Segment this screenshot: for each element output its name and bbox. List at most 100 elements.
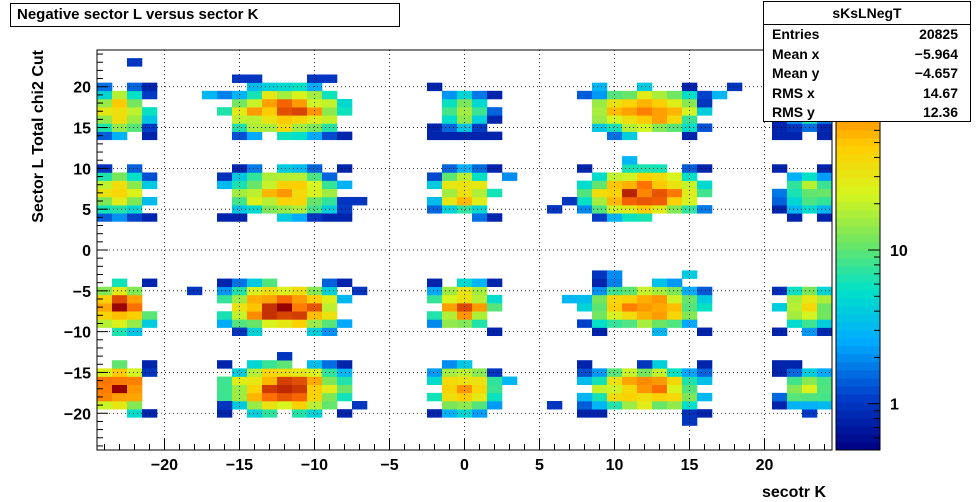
- stats-row-rms-x: RMS x 14.67: [764, 84, 970, 104]
- heatmap-cell: [577, 188, 593, 198]
- heatmap-cell: [667, 90, 683, 100]
- heatmap-cell: [247, 409, 263, 418]
- heatmap-cell: [592, 319, 608, 328]
- heatmap-cell: [697, 376, 713, 385]
- heatmap-cell: [592, 303, 608, 312]
- heatmap-cell: [577, 164, 593, 173]
- x-tick-label: 10: [606, 457, 624, 474]
- heatmap-cell: [112, 327, 128, 337]
- heatmap-cell: [322, 74, 338, 83]
- heatmap-cell: [427, 392, 443, 402]
- heatmap-cell: [427, 172, 443, 181]
- heatmap-cell: [697, 303, 713, 312]
- heatmap-cell: [247, 401, 263, 410]
- heatmap-cell: [352, 196, 368, 206]
- heatmap-cell: [337, 180, 353, 190]
- heatmap-cell: [307, 107, 323, 116]
- heatmap-cell: [622, 401, 638, 410]
- heatmap-cell: [682, 376, 698, 385]
- heatmap-cell: [217, 376, 233, 385]
- heatmap-cell: [277, 384, 293, 394]
- heatmap-cell: [637, 98, 653, 108]
- heatmap-cell: [127, 213, 143, 222]
- heatmap-cell: [652, 172, 668, 181]
- heatmap-cell: [112, 278, 128, 288]
- heatmap-cell: [127, 98, 143, 108]
- y-tick-label: 10: [73, 161, 91, 178]
- heatmap-cell: [322, 392, 338, 402]
- heatmap-cell: [97, 311, 113, 320]
- heatmap-cell: [262, 360, 278, 369]
- heatmap-cell: [652, 384, 668, 394]
- heatmap-cell: [442, 188, 458, 198]
- heatmap-cell: [487, 90, 503, 100]
- heatmap-cell: [607, 107, 623, 116]
- heatmap-cell: [817, 164, 833, 173]
- heatmap-cell: [292, 131, 308, 141]
- heatmap-cells: [97, 58, 833, 426]
- heatmap-cell: [652, 311, 668, 320]
- heatmap-cell: [637, 180, 653, 190]
- heatmap-cell: [97, 107, 113, 116]
- heatmap-cell: [247, 205, 263, 214]
- colorbar-segment: [836, 354, 880, 363]
- heatmap-cell: [262, 180, 278, 190]
- heatmap-cell: [472, 90, 488, 100]
- heatmap-cell: [652, 205, 668, 214]
- heatmap-cell: [247, 286, 263, 296]
- heatmap-cell: [112, 360, 128, 369]
- heatmap-cell: [652, 98, 668, 108]
- heatmap-cell: [97, 115, 113, 124]
- heatmap-cell: [292, 205, 308, 214]
- heatmap-cell: [307, 360, 323, 369]
- heatmap-cell: [337, 384, 353, 394]
- heatmap-cell: [622, 294, 638, 304]
- colorbar-label: 10: [890, 243, 908, 260]
- heatmap-cell: [247, 107, 263, 116]
- heatmap-cell: [457, 180, 473, 190]
- heatmap-cell: [277, 352, 293, 361]
- heatmap-cell: [697, 180, 713, 190]
- heatmap-cell: [127, 294, 143, 304]
- statistics-box: sKsLNegT Entries 20825 Mean x −5.964 Mea…: [763, 1, 971, 122]
- chart-title: Negative sector L versus sector K: [10, 3, 400, 27]
- heatmap-cell: [457, 205, 473, 214]
- heatmap-cell: [217, 401, 233, 410]
- heatmap-cell: [307, 401, 323, 410]
- heatmap-cell: [442, 172, 458, 181]
- heatmap-cell: [577, 180, 593, 190]
- heatmap-cell: [802, 401, 818, 410]
- heatmap-cell: [277, 376, 293, 385]
- heatmap-cell: [232, 311, 248, 320]
- heatmap-cell: [817, 376, 833, 385]
- heatmap-cell: [472, 376, 488, 385]
- heatmap-cell: [637, 196, 653, 206]
- x-tick-label: 0: [460, 457, 469, 474]
- colorbar-segment: [836, 266, 880, 275]
- heatmap-cell: [457, 131, 473, 141]
- heatmap-cell: [592, 401, 608, 410]
- heatmap-cell: [352, 401, 368, 410]
- heatmap-cell: [667, 401, 683, 410]
- heatmap-cell: [427, 278, 443, 288]
- heatmap-cell: [247, 115, 263, 124]
- heatmap-cell: [217, 172, 233, 181]
- heatmap-cell: [97, 172, 113, 181]
- heatmap-cell: [142, 107, 158, 116]
- heatmap-cell: [112, 286, 128, 296]
- heatmap-cell: [232, 172, 248, 181]
- colorbar-segment: [836, 410, 880, 419]
- heatmap-cell: [607, 115, 623, 124]
- heatmap-cell: [337, 107, 353, 116]
- heatmap-cell: [607, 311, 623, 320]
- heatmap-cell: [262, 376, 278, 385]
- colorbar-segment: [836, 210, 880, 219]
- heatmap-cell: [472, 205, 488, 214]
- heatmap-cell: [667, 205, 683, 214]
- heatmap-cell: [667, 294, 683, 304]
- stats-value: −4.657: [914, 65, 958, 81]
- heatmap-cell: [697, 294, 713, 304]
- x-tick-label: 15: [681, 457, 699, 474]
- y-axis-ticks: −20 −15 −10 −5 0 5 10 15 20: [64, 53, 108, 447]
- heatmap-cell: [112, 205, 128, 214]
